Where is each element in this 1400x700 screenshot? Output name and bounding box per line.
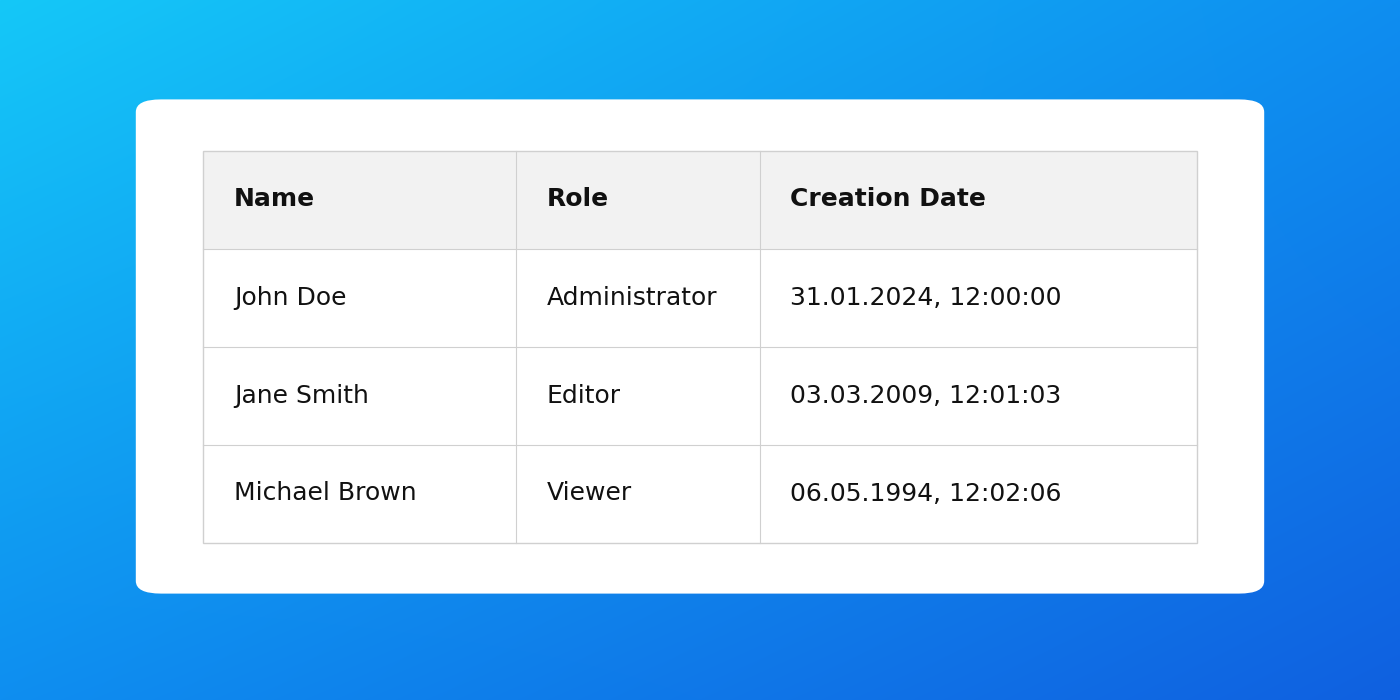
Text: Viewer: Viewer [547,482,633,505]
Text: Jane Smith: Jane Smith [234,384,368,407]
Text: Creation Date: Creation Date [791,188,987,211]
Text: 31.01.2024, 12:00:00: 31.01.2024, 12:00:00 [791,286,1063,309]
Text: Role: Role [547,188,609,211]
Text: Name: Name [234,188,315,211]
Text: Editor: Editor [547,384,622,407]
Text: 06.05.1994, 12:02:06: 06.05.1994, 12:02:06 [791,482,1063,505]
Text: Administrator: Administrator [547,286,718,309]
Text: John Doe: John Doe [234,286,346,309]
Text: Michael Brown: Michael Brown [234,482,416,505]
Text: 03.03.2009, 12:01:03: 03.03.2009, 12:01:03 [791,384,1061,407]
